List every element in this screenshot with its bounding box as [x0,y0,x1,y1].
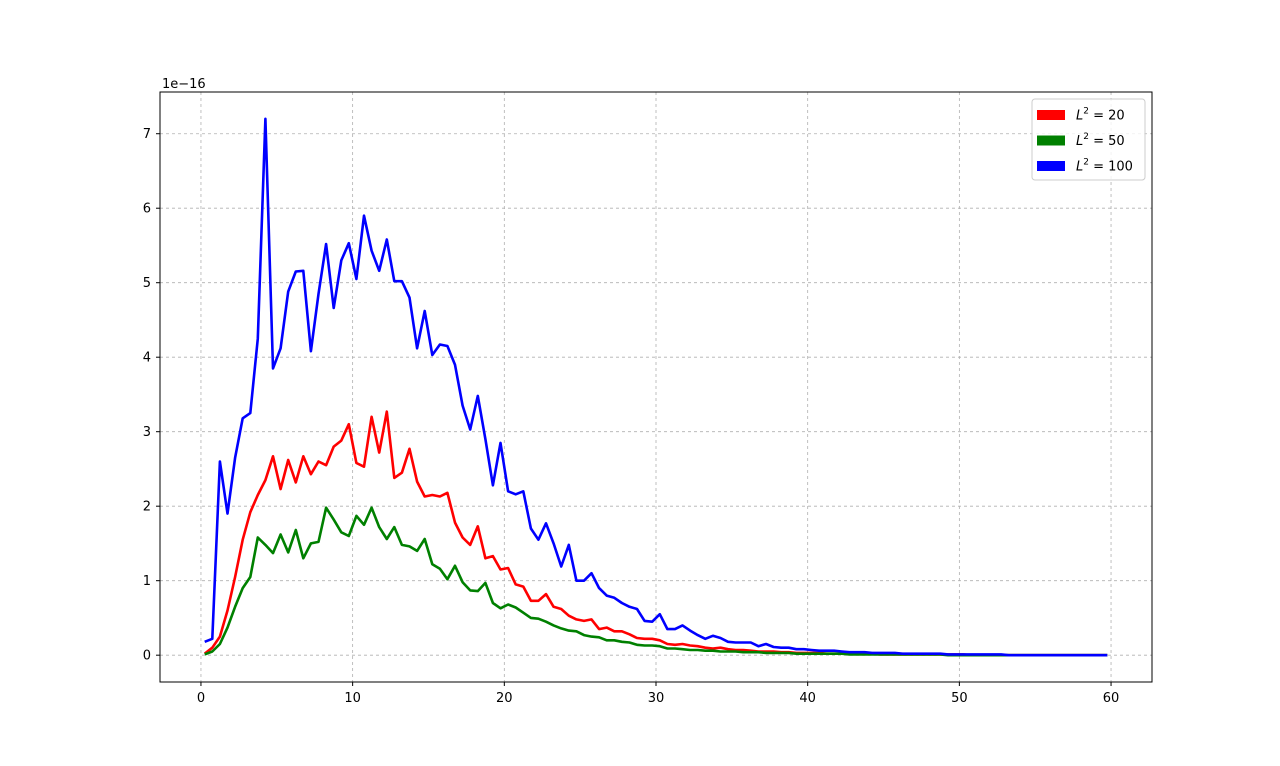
x-tick-label: 0 [197,691,205,706]
y-tick-label: 6 [143,202,151,217]
legend-label: L2 = 20 [1076,107,1125,124]
y-tick-label: 2 [143,500,151,515]
legend-swatch [1037,110,1065,120]
series-lines [203,117,1108,657]
legend: L2 = 20 L2 = 50 L2 = 100 [1031,98,1146,181]
x-axis: 0 10 20 30 40 50 60 [197,682,1120,706]
legend-swatch [1037,161,1065,171]
y-tick-label: 7 [143,127,151,142]
x-tick-label: 60 [1103,691,1120,706]
x-tick-label: 40 [799,691,816,706]
x-tick-label: 50 [951,691,968,706]
x-tick-label: 20 [496,691,513,706]
series-line-2 [204,117,1108,657]
legend-label: L2 = 100 [1076,158,1133,175]
y-tick-label: 4 [143,351,151,366]
grid [160,92,1152,682]
y-axis: 0 1 2 3 4 5 6 7 [143,127,160,664]
y-tick-label: 0 [143,649,151,664]
y-tick-label: 5 [143,276,151,291]
x-tick-label: 30 [648,691,665,706]
y-offset-text: 1e−16 [162,77,206,92]
y-tick-label: 3 [143,425,151,440]
plot-area [159,91,1153,683]
y-tick-label: 1 [143,574,151,589]
x-tick-label: 10 [344,691,361,706]
legend-swatch [1037,135,1065,146]
legend-label: L2 = 50 [1076,132,1125,149]
